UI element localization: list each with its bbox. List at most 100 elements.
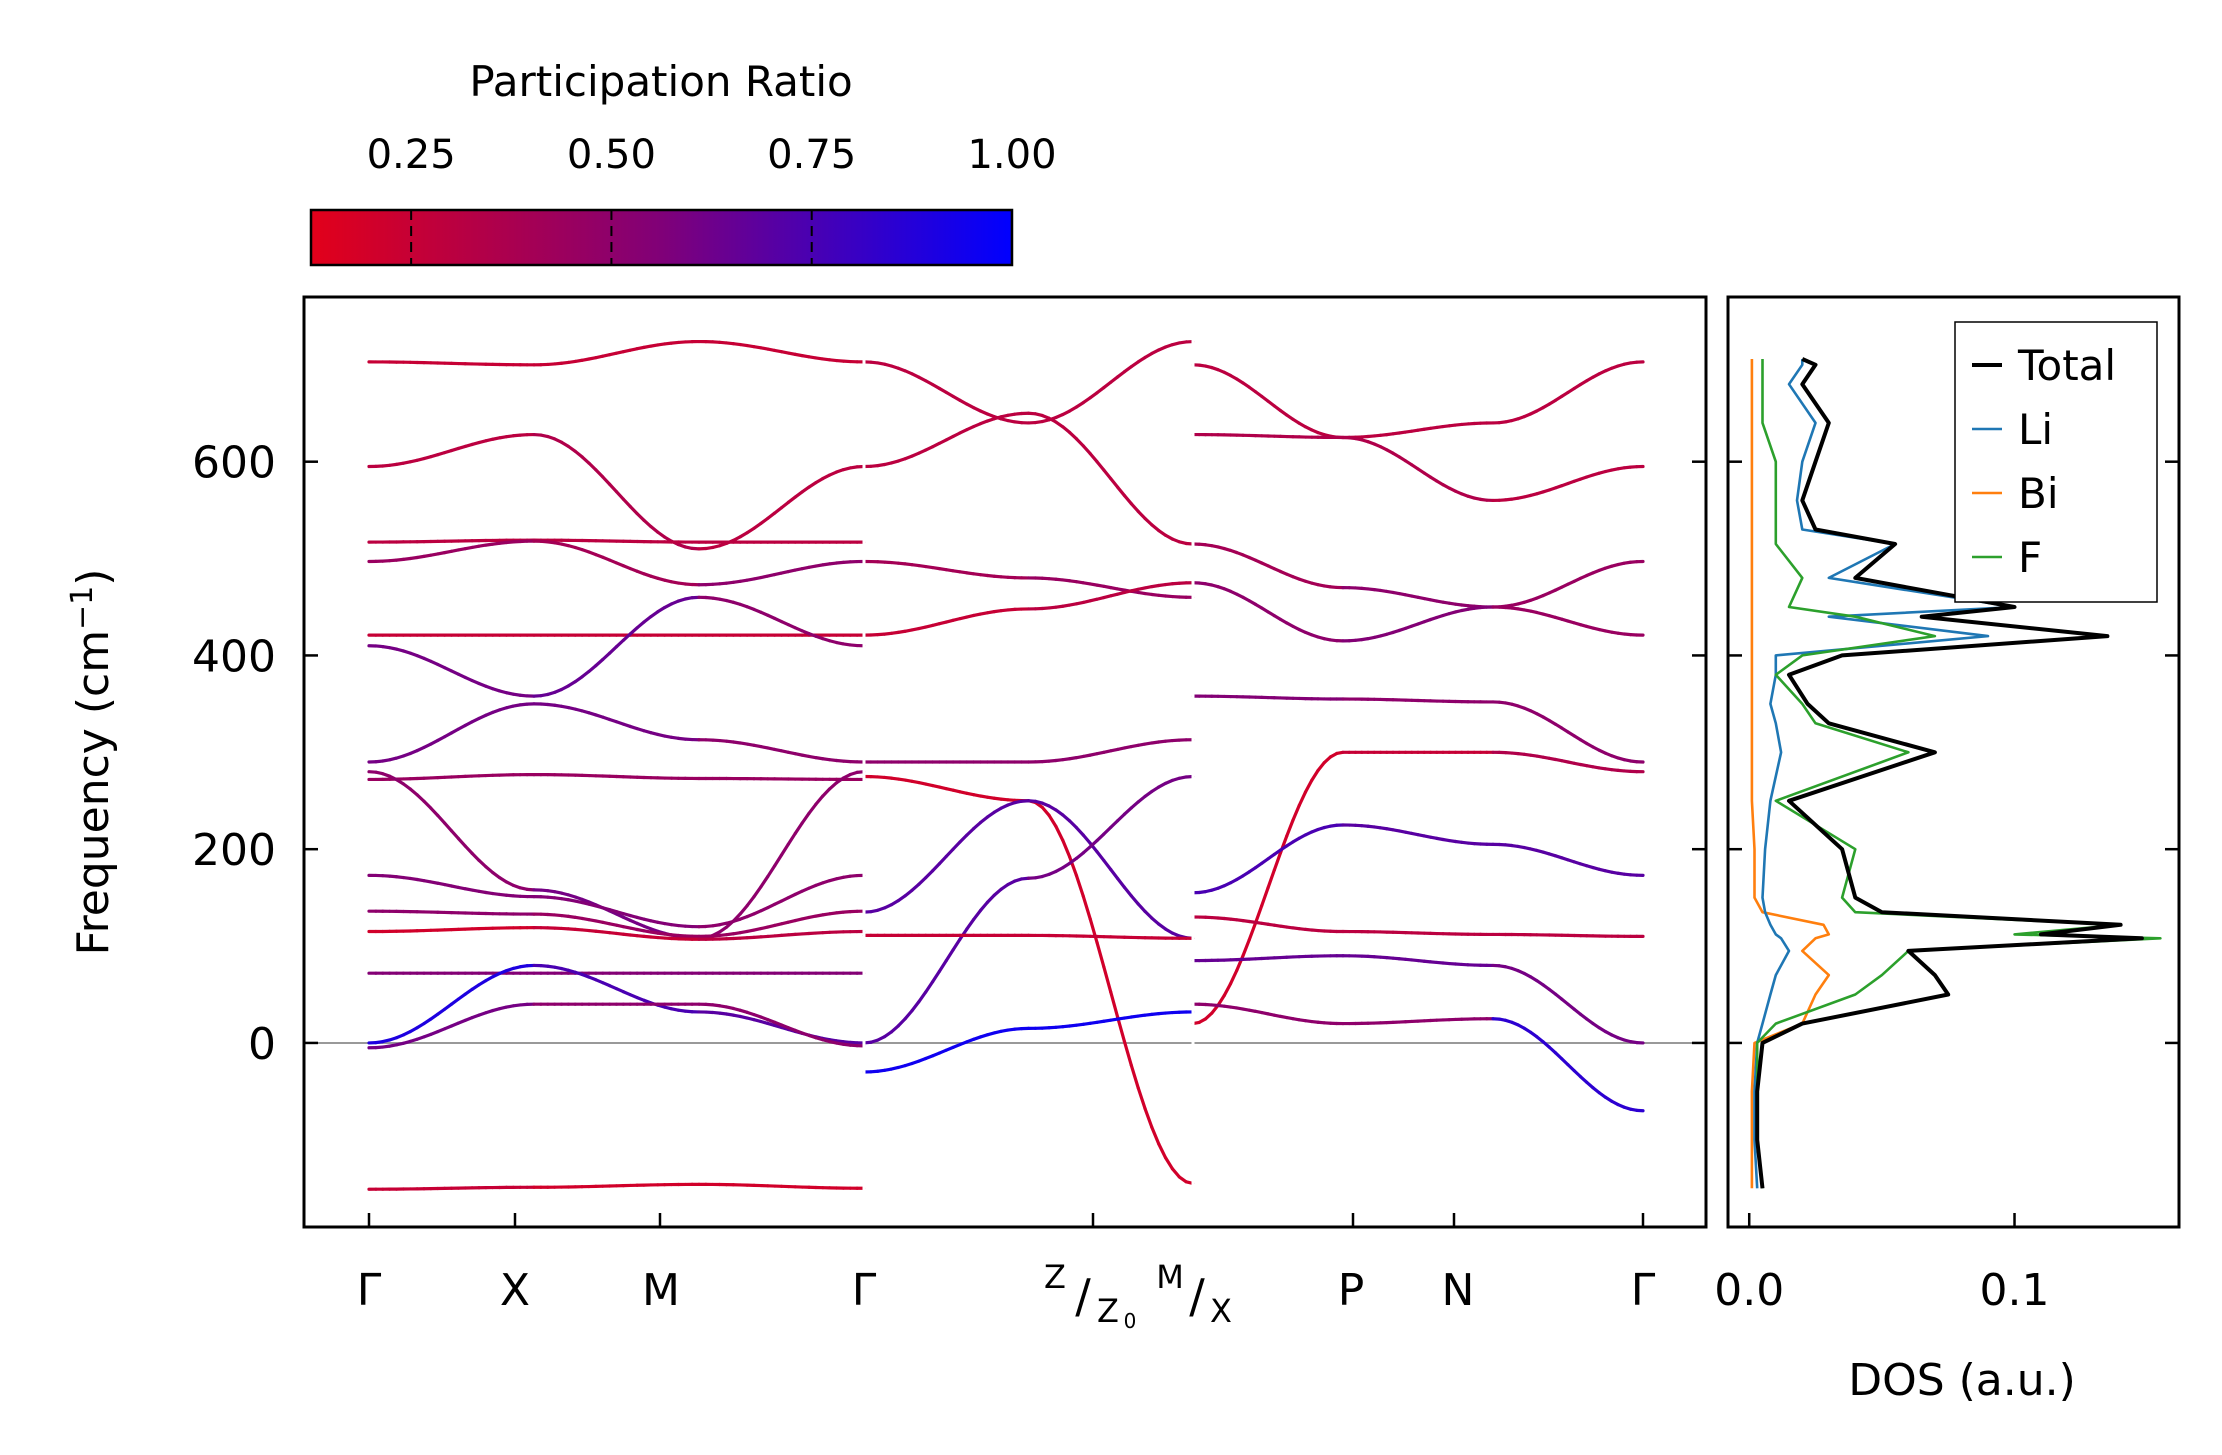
legend-label-li: Li [2018,405,2053,454]
band-segment [1116,1015,1127,1044]
band-segment [587,461,598,472]
y-tick-label: 200 [192,825,276,876]
band-segment [793,821,804,836]
band-segment [1074,826,1085,837]
band-segment [1109,867,1120,881]
band-segment [1143,909,1154,920]
band-segment [1081,894,1092,921]
kpoint-z0-sub: 0 [1124,1309,1137,1333]
band-segment [1054,824,1065,842]
kpoint-z: Z [1044,1258,1066,1296]
band-segment [422,799,433,810]
colorbar-gradient [309,208,1014,267]
band-segment [1074,437,1085,448]
kpoint-z-z0-m-x: Z / Z 0 M / X [1044,1258,1232,1333]
y-axis-label-sup: −1 [65,586,100,630]
kpoint-z0: Z [1097,1292,1119,1330]
phonon-band [862,933,1195,940]
band-segment [614,490,625,501]
band-segment [965,917,976,931]
colorbar-tick-label: 0.75 [767,132,856,178]
phonon-band [367,873,866,929]
band-segment [1074,874,1085,899]
band-segment [1122,493,1133,506]
phonon-bands [367,339,1645,1191]
band-segment [821,787,832,798]
band-segment [745,895,756,908]
phonon-band [1191,823,1645,895]
colorbar-ticks: 0.25 0.50 0.75 1.00 [367,132,1057,265]
dos-curves [1750,357,2162,1189]
band-segment [1129,1063,1140,1090]
band-segment [1136,509,1147,521]
dos-x-axis-label: DOS (a.u.) [1848,1355,2076,1406]
phonon-band [1191,915,1645,938]
phonon-band [367,926,866,941]
band-segment [930,969,941,984]
dos-line-total [1755,357,2144,1189]
band-structure-panel: 0 200 400 600 Frequency (cm−1) Γ X M Γ Z / … [65,295,1708,1333]
kpoint-gamma-1: Γ [357,1265,382,1316]
band-axes: 0 200 400 600 [192,438,1706,1227]
colorbar: Participation Ratio 0.25 0.50 0.75 1.00 [309,57,1057,267]
phonon-band [367,432,866,551]
band-segment [773,853,784,868]
kpoint-n: N [1442,1265,1475,1316]
band-segment [951,840,962,851]
band-segment [807,802,818,815]
band-segment [951,937,962,952]
kpoint-p: P [1338,1265,1365,1316]
band-segment [1088,917,1099,945]
band-segment [1136,902,1147,914]
band-segment [1102,965,1113,994]
phonon-band [1191,1002,1645,1113]
colorbar-tick-label: 0.25 [367,132,456,178]
band-segment [738,904,749,916]
band-segment [594,468,605,479]
band-segment [1061,838,1072,859]
phonon-band [367,772,866,782]
band-segment [1109,477,1120,489]
band-segment [1129,502,1140,513]
phonon-band [862,774,1195,1186]
phonon-band [1191,542,1645,609]
dos-axes: 0.0 0.1 [1714,460,2179,1316]
band-segment [635,511,646,522]
legend-label-f: F [2018,533,2042,582]
band-segment [1272,851,1283,872]
band-segment [608,482,619,494]
band-segment [985,893,996,904]
band-segment [1253,904,1264,925]
band-segment [628,504,639,516]
band-segment [910,1000,921,1013]
band-plot-frame [302,295,1708,1229]
band-segment [944,847,955,859]
legend-items: Total Li Bi F [1972,341,2116,582]
band-segment [1129,894,1140,906]
band-segment [1136,1086,1147,1111]
band-segment [1247,921,1258,942]
dos-x-tick-label: 0.0 [1714,1265,1784,1316]
band-segment [944,948,955,963]
legend-frame [1954,321,2158,603]
band-segment [1222,982,1233,998]
band-segment [1241,938,1251,958]
band-segment [1068,855,1079,878]
dos-line-f [1755,359,2162,1189]
band-segment [800,811,811,825]
band-segment [1102,858,1113,872]
band-segment [978,900,989,913]
dos-line-bi [1750,359,1831,1189]
band-segment [896,1017,907,1028]
y-axis-label: Frequency (cm−1) [65,569,119,956]
band-segment [1068,819,1079,830]
y-tick-label: 400 [192,631,276,682]
band-segment [759,874,770,889]
phonon-band [367,770,866,940]
phonon-band [367,1182,866,1191]
dos-legend: Total Li Bi F [1954,321,2158,603]
phonon-band [862,339,1195,425]
phonon-band [862,1010,1195,1074]
kpoint-x: X [500,1265,530,1316]
phonon-band [862,581,1195,637]
